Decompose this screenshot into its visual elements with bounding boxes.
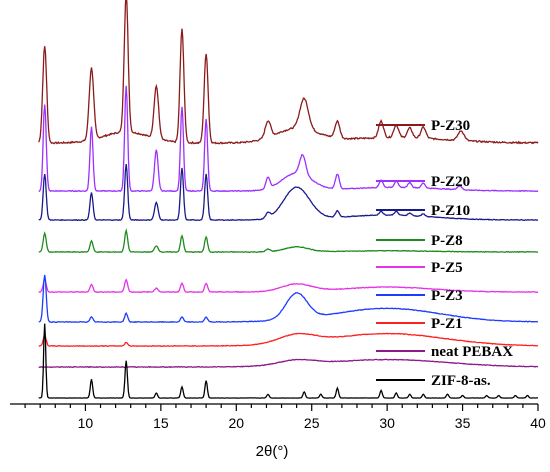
legend-label: P-Z3 [431, 288, 463, 304]
legend-label: ZIF-8-as. [431, 373, 491, 389]
legend-label: P-Z30 [431, 118, 470, 134]
legend-label: P-Z8 [431, 233, 463, 249]
x-tick-label: 35 [455, 415, 471, 431]
series-line-p-z20 [38, 85, 539, 193]
series-line-neat-pebax [38, 358, 538, 369]
legend-entry-p-z1: P-Z1 [376, 316, 463, 332]
legend-entry-p-z5: P-Z5 [376, 260, 463, 276]
legend: P-Z30 P-Z20 P-Z10 P-Z8 P-Z5 P-Z3 P-Z1 neat PEBA… [376, 118, 513, 389]
x-axis-title: 2θ(°) [256, 443, 289, 460]
legend-entry-p-z30: P-Z30 [376, 118, 470, 134]
series-line-zif-8-as- [38, 323, 539, 399]
legend-entry-zif-8-as-: ZIF-8-as. [376, 373, 491, 389]
x-tick-label: 20 [228, 415, 244, 431]
legend-entry-p-z3: P-Z3 [376, 288, 463, 304]
series-line-p-z30 [38, 0, 539, 145]
legend-entry-neat-pebax: neat PEBAX [376, 344, 513, 360]
x-tick-label: 40 [530, 415, 546, 431]
x-tick-label: 15 [153, 415, 169, 431]
series-line-p-z8 [38, 228, 539, 254]
legend-label: P-Z5 [431, 260, 463, 276]
legend-label: P-Z20 [431, 174, 470, 190]
series-layer [38, 0, 539, 399]
x-tick-label: 30 [379, 415, 395, 431]
series-line-p-z3 [38, 274, 539, 324]
x-axis-ticks: 10 15 20 25 30 35 40 [24, 404, 546, 431]
series-line-p-z10 [38, 164, 539, 222]
legend-label: neat PEBAX [431, 344, 513, 360]
legend-label: P-Z1 [431, 316, 463, 332]
legend-entry-p-z8: P-Z8 [376, 233, 463, 249]
legend-entry-p-z20: P-Z20 [376, 174, 470, 190]
legend-label: P-Z10 [431, 203, 470, 219]
series-line-p-z1 [38, 332, 539, 348]
series-line-p-z5 [38, 278, 539, 294]
x-tick-label: 10 [78, 415, 94, 431]
legend-entry-p-z10: P-Z10 [376, 203, 470, 219]
x-tick-label: 25 [304, 415, 320, 431]
